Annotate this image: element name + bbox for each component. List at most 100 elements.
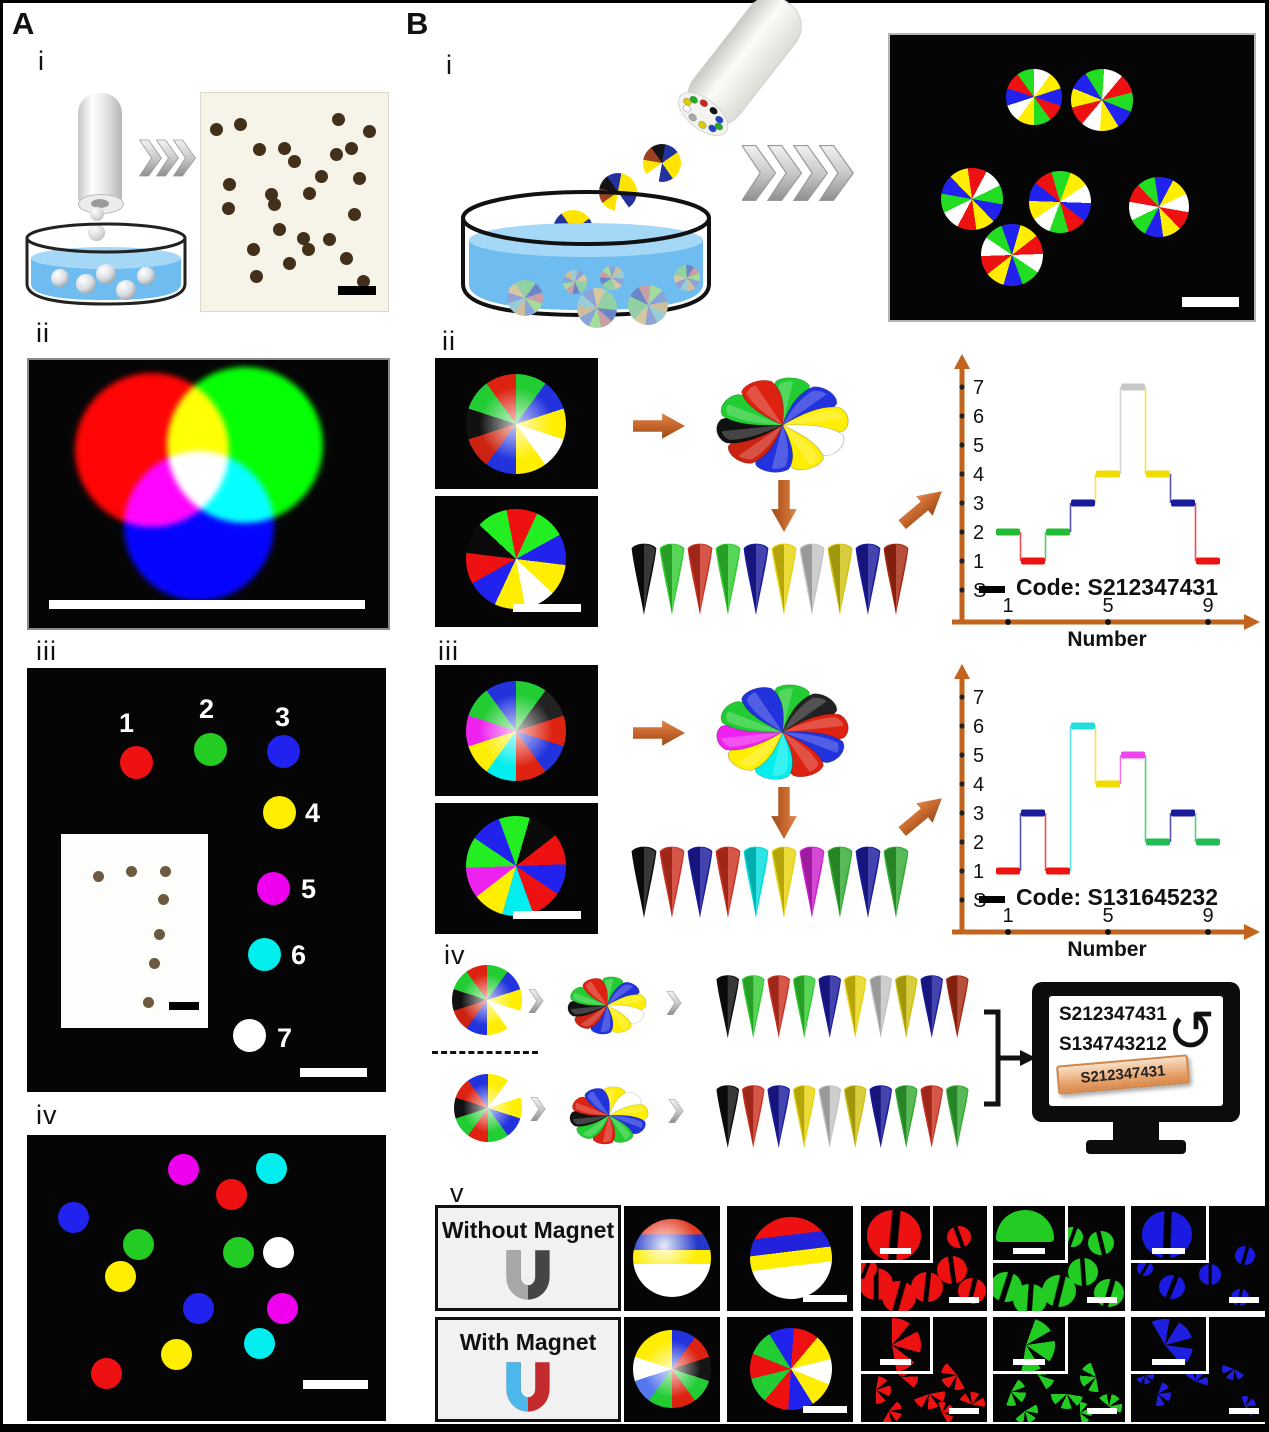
mini-chevron-icon	[526, 988, 552, 1014]
chevron-icon	[138, 139, 162, 177]
ball-shine	[466, 681, 566, 781]
exploded-pinwheel	[554, 1076, 664, 1150]
code-cone	[771, 543, 797, 615]
code-cone	[687, 846, 713, 918]
code-cone	[767, 1085, 791, 1149]
frame-bottom	[0, 1424, 1269, 1432]
flower-petal	[582, 978, 608, 1006]
droplet	[88, 224, 105, 241]
red-channel-tile	[861, 1317, 987, 1422]
exploded-pinwheel	[690, 667, 875, 789]
particle-dot	[193, 732, 227, 766]
scale-bar	[1228, 1407, 1259, 1414]
particle-dot	[302, 186, 316, 200]
svg-text:1: 1	[973, 861, 984, 883]
svg-text:6: 6	[973, 716, 984, 738]
scale-bar	[513, 911, 581, 919]
particle-dot	[232, 1018, 266, 1052]
fluor-blob	[1222, 1357, 1247, 1381]
code-step	[1146, 470, 1170, 478]
particle-dot	[331, 112, 345, 126]
svg-text:3: 3	[973, 493, 984, 515]
code-cone	[799, 543, 825, 615]
inset-dot-field	[61, 834, 208, 1028]
svg-text:Number: Number	[1067, 628, 1146, 650]
dot-number-label: 1	[119, 708, 135, 738]
code-step	[1096, 780, 1120, 788]
mini-chevron-icon	[666, 1098, 692, 1124]
code-step	[1146, 838, 1170, 846]
dish-balls	[470, 205, 710, 328]
panel-b-iv-label: iv	[444, 940, 466, 970]
svg-text:6: 6	[973, 406, 984, 428]
flower-petal	[741, 380, 784, 426]
banded-ball-fluor	[745, 1212, 837, 1304]
chevron-icon	[740, 144, 777, 202]
fiber-end-dot	[688, 113, 697, 122]
chevron-icons	[668, 1099, 684, 1123]
dot-number-label: 4	[305, 798, 321, 828]
code-cone	[894, 1085, 918, 1149]
code-cone	[792, 975, 816, 1039]
mini-chevron-icon	[664, 990, 690, 1016]
fluor-blob	[1094, 1279, 1125, 1308]
fiber-ends	[682, 95, 724, 133]
panel-b-i-label: i	[446, 50, 453, 80]
fiber-end-dot	[709, 106, 718, 115]
code-step	[1121, 383, 1145, 391]
scale-bar	[169, 1002, 199, 1010]
dot-number-label: 7	[277, 1023, 293, 1053]
particle-dot	[262, 795, 296, 829]
particle-dot	[314, 169, 328, 183]
code-step	[1021, 557, 1045, 565]
fluor-blob	[1136, 1261, 1153, 1277]
code-step	[1021, 809, 1045, 817]
particle-dot	[352, 171, 366, 185]
fiber-end-dot	[699, 99, 708, 107]
fluor-blob	[1145, 1381, 1172, 1407]
with-magnet-label: With Magnet	[459, 1329, 597, 1355]
code-cone	[716, 975, 740, 1039]
refresh-icon: ↻	[1167, 999, 1216, 1064]
panel-a-i-label: i	[38, 46, 45, 76]
bracket-arrow	[984, 1009, 1036, 1107]
panel-b-ii-label: ii	[442, 326, 456, 356]
svg-text:4: 4	[973, 464, 984, 486]
code-step	[1046, 867, 1070, 875]
fluor-blob	[995, 1210, 1054, 1243]
b2-fluor-image	[435, 496, 598, 627]
particle-dot	[339, 251, 353, 265]
dispenser-tube-bore	[91, 199, 109, 208]
particle-dot	[344, 141, 358, 155]
code-cone	[945, 1085, 969, 1149]
fluor-blob	[1158, 1274, 1185, 1300]
particle-dot	[57, 1201, 89, 1233]
micrograph-droplets	[200, 92, 389, 312]
code-cone	[687, 543, 713, 615]
particle-dot	[233, 117, 247, 131]
pinwheel-particle	[600, 266, 624, 290]
dot-number-label: 5	[301, 874, 317, 904]
process-chevrons-b	[740, 142, 867, 204]
magnet-color-icon	[506, 1362, 550, 1412]
svg-text:1: 1	[973, 551, 984, 573]
janus-ball-falling	[643, 144, 681, 182]
particle-dot	[167, 1153, 199, 1185]
dot-number-label: 3	[275, 702, 291, 732]
particle-dot	[209, 122, 223, 136]
pinwheel-ball	[466, 374, 566, 474]
particle-dot	[267, 197, 281, 211]
code-cone	[883, 543, 909, 615]
code-cone	[818, 975, 842, 1039]
fiber-end-dot	[683, 97, 692, 106]
code-cone	[715, 846, 741, 918]
panel-a-ii-label: ii	[36, 318, 50, 348]
particle-dot	[301, 242, 315, 256]
fiber-end-dot	[698, 121, 707, 129]
channel-inset	[993, 1206, 1069, 1263]
particle-dot	[356, 274, 370, 288]
particle-dot	[256, 871, 290, 905]
pinwheel-ball-fluor	[466, 816, 566, 916]
code-cone	[843, 975, 867, 1039]
